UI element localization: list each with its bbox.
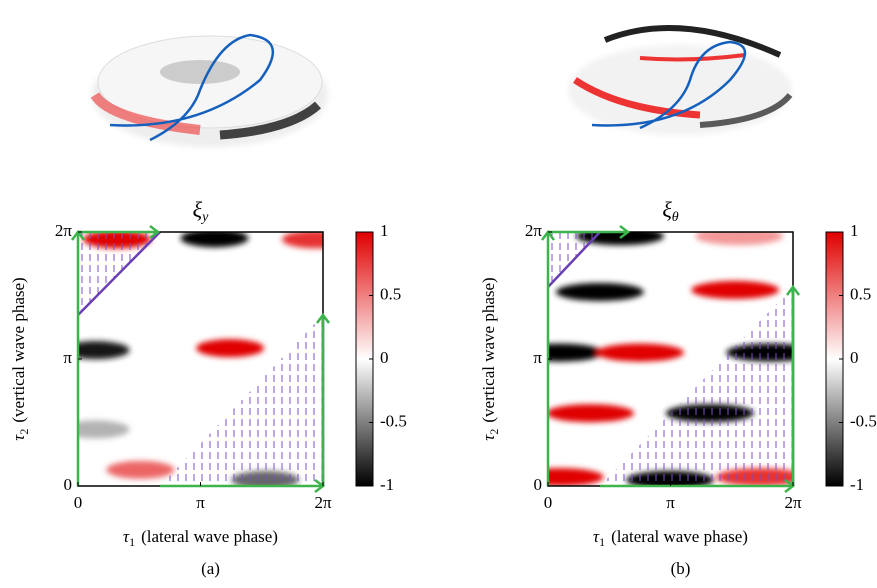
symbol: τ [593, 527, 600, 546]
heat-blob [180, 232, 249, 248]
x-tick-label: 2π [314, 493, 332, 512]
axis-label: τ2 (vertical wave phase) [9, 277, 31, 440]
symbol: τ [479, 434, 498, 441]
arrow-head [316, 312, 330, 324]
plot-area [78, 232, 323, 486]
symbol: τ [123, 527, 130, 546]
chart-title: ξθ [662, 197, 678, 225]
colorbar-tick-label: 0.5 [380, 284, 401, 303]
arrow-head [786, 284, 800, 296]
x-tick-label: π [196, 493, 205, 512]
label-text: (vertical wave phase) [9, 277, 28, 422]
subscript: 1 [599, 535, 605, 549]
heat-blob [691, 280, 780, 299]
blobs [78, 232, 323, 486]
heat-blob [726, 343, 793, 362]
heat-blob [716, 468, 793, 486]
axis-label: τ2 (vertical wave phase) [479, 277, 501, 440]
arrow-head [149, 225, 161, 239]
colorbar-tick-label: -1 [850, 475, 864, 494]
heat-blob [596, 343, 685, 362]
hatch-edge [547, 231, 601, 288]
colorbar-tick-label: 1 [380, 221, 389, 240]
colorbar-tick-label: -1 [380, 475, 394, 494]
heat-blob [548, 343, 604, 362]
axis-label: τ1 (lateral wave phase) [123, 527, 278, 549]
colorbar-tick-label: 0.5 [850, 284, 871, 303]
heat-blob [106, 460, 175, 479]
colorbar-tick-label: 1 [850, 221, 859, 240]
heat-blob [665, 404, 754, 423]
subscript: θ [672, 210, 679, 225]
torus-b [568, 25, 793, 135]
hatch-edge [77, 231, 161, 316]
heat-blob [548, 468, 604, 486]
subscript: 1 [129, 535, 135, 549]
colorbar-tick-label: 0 [380, 348, 389, 367]
y-tick-label: 2π [55, 221, 73, 240]
heat-blob [281, 232, 323, 249]
heat-blob [83, 232, 151, 249]
y-tick-label: 2π [525, 221, 543, 240]
chart-title: ξy [193, 197, 209, 225]
heat-blob [555, 282, 644, 301]
arrow-head [619, 225, 631, 239]
heat-blob [695, 232, 784, 246]
y-tick-label: π [63, 348, 72, 367]
heat-blob [196, 339, 265, 358]
label-text: (vertical wave phase) [479, 277, 498, 422]
symbol: ξ [662, 197, 672, 222]
symbol: ξ [193, 197, 203, 222]
label-text: (lateral wave phase) [141, 527, 278, 546]
caption: (a) [201, 559, 220, 578]
subscript: 2 [487, 429, 501, 435]
subscript: y [200, 210, 209, 225]
heat-blob [548, 404, 635, 423]
axis-label: τ1 (lateral wave phase) [593, 527, 748, 549]
y-tick-label: 0 [64, 475, 73, 494]
caption: (b) [671, 559, 691, 578]
colorbar-tick-label: -0.5 [380, 411, 407, 430]
heat-blob [78, 420, 130, 439]
heat-blob [78, 341, 130, 360]
y-tick-label: 0 [534, 475, 543, 494]
y-tick-label: π [533, 348, 542, 367]
label-text: (lateral wave phase) [611, 527, 748, 546]
colorbar-tick-label: -0.5 [850, 411, 877, 430]
x-tick-label: 2π [784, 493, 802, 512]
colorbar-tick-label: 0 [850, 348, 859, 367]
torus-a [90, 33, 328, 147]
x-tick-label: π [666, 493, 675, 512]
x-tick-label: 0 [74, 493, 83, 512]
symbol: τ [9, 434, 28, 441]
subscript: 2 [17, 429, 31, 435]
x-tick-label: 0 [544, 493, 553, 512]
